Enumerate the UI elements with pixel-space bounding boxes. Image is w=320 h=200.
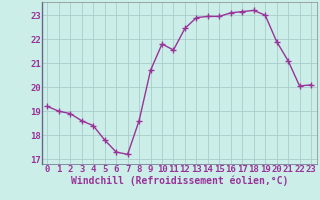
X-axis label: Windchill (Refroidissement éolien,°C): Windchill (Refroidissement éolien,°C) bbox=[70, 175, 288, 186]
